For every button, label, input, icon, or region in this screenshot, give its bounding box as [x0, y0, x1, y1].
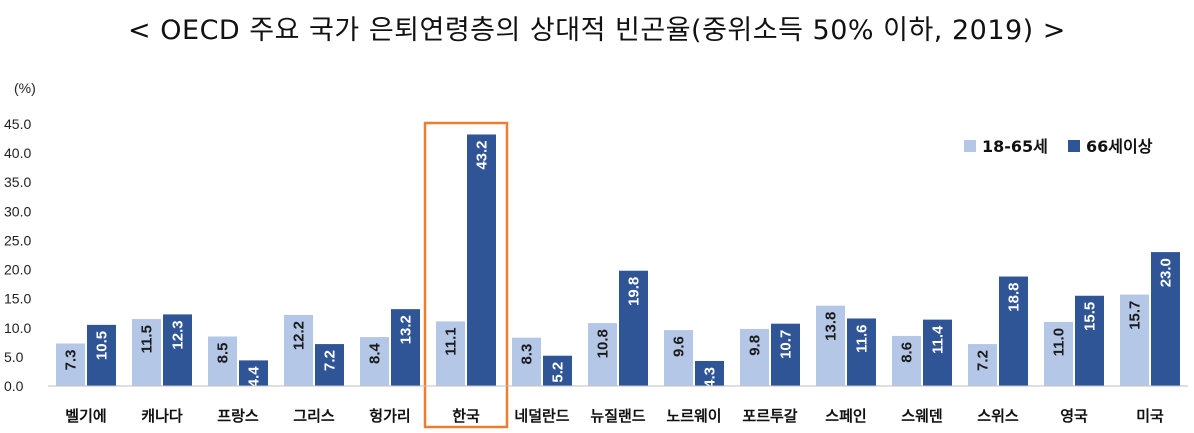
bar-age-66-plus	[619, 270, 648, 386]
bar-data-label: 13.8	[823, 312, 840, 341]
bar-age-66-plus	[771, 323, 800, 386]
bar-age-18-65	[968, 344, 997, 386]
bar-age-66-plus	[999, 276, 1028, 386]
y-tick-label: 5.0	[4, 349, 24, 365]
x-category-label: 스웨덴	[901, 407, 942, 425]
bar-data-label: 15.7	[1127, 301, 1144, 330]
chart-title: < OECD 주요 국가 은퇴연령층의 상대적 빈곤율(중위소득 50% 이하,…	[128, 15, 1066, 46]
bar-age-66-plus	[315, 344, 344, 386]
bar-age-18-65	[664, 330, 693, 386]
x-category-label: 영국	[1060, 407, 1088, 425]
bar-data-label: 15.5	[1082, 302, 1099, 331]
bar-age-18-65	[56, 343, 85, 386]
bar-age-18-65	[1044, 321, 1073, 386]
y-tick-label: 10.0	[4, 320, 31, 336]
legend-label: 66세이상	[1086, 137, 1153, 156]
bar-data-label: 7.2	[322, 350, 339, 371]
y-tick-label: 25.0	[4, 232, 31, 248]
bar-data-label: 18.8	[1006, 283, 1023, 312]
bar-data-label: 11.4	[930, 325, 947, 354]
bar-data-label: 7.3	[63, 349, 80, 370]
bar-data-label: 19.8	[626, 277, 643, 306]
x-category-label: 스위스	[977, 407, 1019, 425]
bar-age-66-plus	[467, 134, 496, 386]
bar-data-label: 11.0	[1051, 328, 1068, 356]
bar-age-18-65	[1120, 294, 1149, 386]
bar-data-label: 8.5	[215, 343, 232, 364]
bar-data-label: 9.6	[671, 336, 688, 357]
bar-data-label: 7.2	[975, 350, 992, 371]
x-category-label: 네덜란드	[514, 407, 569, 425]
bar-data-label: 13.2	[398, 315, 415, 344]
bar-age-66-plus	[847, 318, 876, 386]
y-tick-label: 20.0	[4, 262, 31, 278]
x-category-label: 프랑스	[217, 407, 259, 425]
bar-data-label: 8.3	[519, 344, 536, 365]
bar-data-label: 11.1	[443, 327, 460, 355]
bar-data-label: 23.0	[1158, 258, 1175, 287]
x-axis: 벨기에 캐나다 프랑스 그리스 헝가리 한국 네덜란드 뉴질랜드 노르웨이 포르투갈 스페인 스웨덴 스…	[48, 385, 1188, 425]
bar-age-18-65	[740, 328, 769, 386]
bars: 7.3 10.5 11.5 12.3 8.5 4.4 12.2 7.2 8.4 13.2 11.1 4…	[56, 121, 1180, 429]
y-axis: (%) 0.0 5.0 10.0 15.0 20.0 25.0 30.0 35.0 40.0 45.…	[4, 80, 36, 394]
y-tick-label: 15.0	[4, 291, 31, 307]
y-tick-label: 45.0	[4, 116, 31, 132]
bar-data-label: 10.7	[778, 330, 795, 359]
bar-data-label: 9.8	[747, 335, 764, 356]
x-category-label: 그리스	[293, 407, 335, 425]
bar-age-18-65	[360, 337, 389, 386]
bar-age-66-plus	[923, 319, 952, 386]
bar-data-label: 12.2	[291, 321, 308, 350]
bar-age-66-plus	[695, 360, 724, 386]
x-category-label: 뉴질랜드	[590, 407, 645, 425]
y-tick-label: 35.0	[4, 174, 31, 190]
legend-label: 18-65세	[982, 137, 1048, 156]
bar-data-label: 4.3	[702, 367, 719, 388]
x-category-label: 벨기에	[65, 407, 106, 425]
bar-age-18-65	[284, 314, 313, 386]
y-tick-label: 0.0	[4, 378, 24, 394]
y-tick-label: 40.0	[4, 145, 31, 161]
bar-age-18-65	[588, 323, 617, 386]
x-category-label: 노르웨이	[666, 407, 721, 425]
highlight-box	[423, 121, 509, 429]
x-category-label: 미국	[1136, 407, 1164, 425]
bar-data-label: 5.2	[550, 362, 567, 383]
legend-swatch	[964, 140, 976, 152]
bar-data-label: 8.4	[367, 342, 384, 364]
bar-data-label: 11.6	[854, 324, 871, 352]
bar-age-18-65	[436, 321, 465, 386]
x-category-label: 포르투갈	[742, 407, 797, 425]
legend: 18-65세 66세이상	[964, 137, 1153, 156]
x-category-label: 스페인	[825, 407, 866, 425]
bar-age-66-plus	[1075, 295, 1104, 386]
bar-age-18-65	[512, 337, 541, 386]
y-axis-unit: (%)	[14, 80, 36, 96]
bar-data-label: 43.2	[474, 140, 491, 169]
x-category-label: 캐나다	[141, 407, 183, 425]
bar-age-18-65	[132, 319, 161, 386]
bar-age-66-plus	[239, 360, 268, 386]
bar-age-66-plus	[87, 324, 116, 386]
bar-data-label: 12.3	[170, 320, 187, 349]
bar-age-66-plus	[391, 309, 420, 386]
legend-swatch	[1068, 140, 1080, 152]
bar-data-label: 4.4	[246, 366, 263, 388]
y-tick-label: 30.0	[4, 203, 31, 219]
x-category-label: 헝가리	[369, 407, 410, 425]
bar-data-label: 10.5	[94, 331, 111, 360]
bar-age-18-65	[816, 305, 845, 386]
bar-age-66-plus	[163, 314, 192, 386]
bar-age-18-65	[892, 335, 921, 386]
bar-data-label: 8.6	[899, 342, 916, 363]
bar-age-66-plus	[543, 355, 572, 386]
bar-age-66-plus	[1151, 252, 1180, 386]
bar-age-18-65	[208, 336, 237, 386]
bar-data-label: 10.8	[595, 329, 612, 358]
bar-data-label: 11.5	[139, 325, 156, 353]
x-category-label: 한국	[452, 407, 480, 425]
